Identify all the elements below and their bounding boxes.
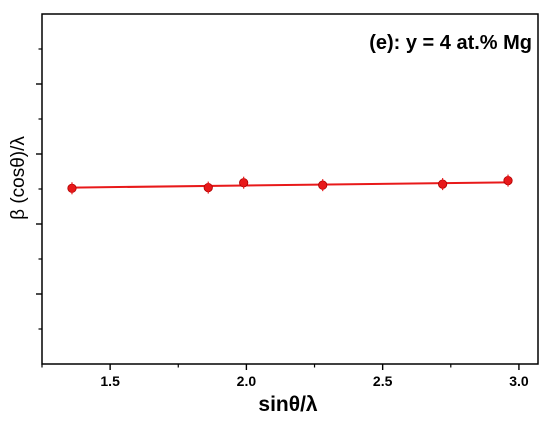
x-axis-ticks <box>41 364 520 370</box>
x-tick-label: 2.5 <box>373 373 393 389</box>
x-axis-label: sinθ/λ <box>258 393 318 416</box>
y-axis-label: β (cosθ)/λ <box>8 136 29 220</box>
y-axis-ticks <box>36 48 42 330</box>
chart-annotation: (e): y = 4 at.% Mg <box>369 32 532 54</box>
x-axis-tick-labels: 1.5 2.0 2.5 3.0 <box>100 373 528 389</box>
series-layer <box>67 174 513 195</box>
x-tick-label: 3.0 <box>509 373 529 389</box>
x-tick-label: 1.5 <box>100 373 120 389</box>
x-tick-label: 2.0 <box>237 373 257 389</box>
fit-line <box>71 181 509 189</box>
